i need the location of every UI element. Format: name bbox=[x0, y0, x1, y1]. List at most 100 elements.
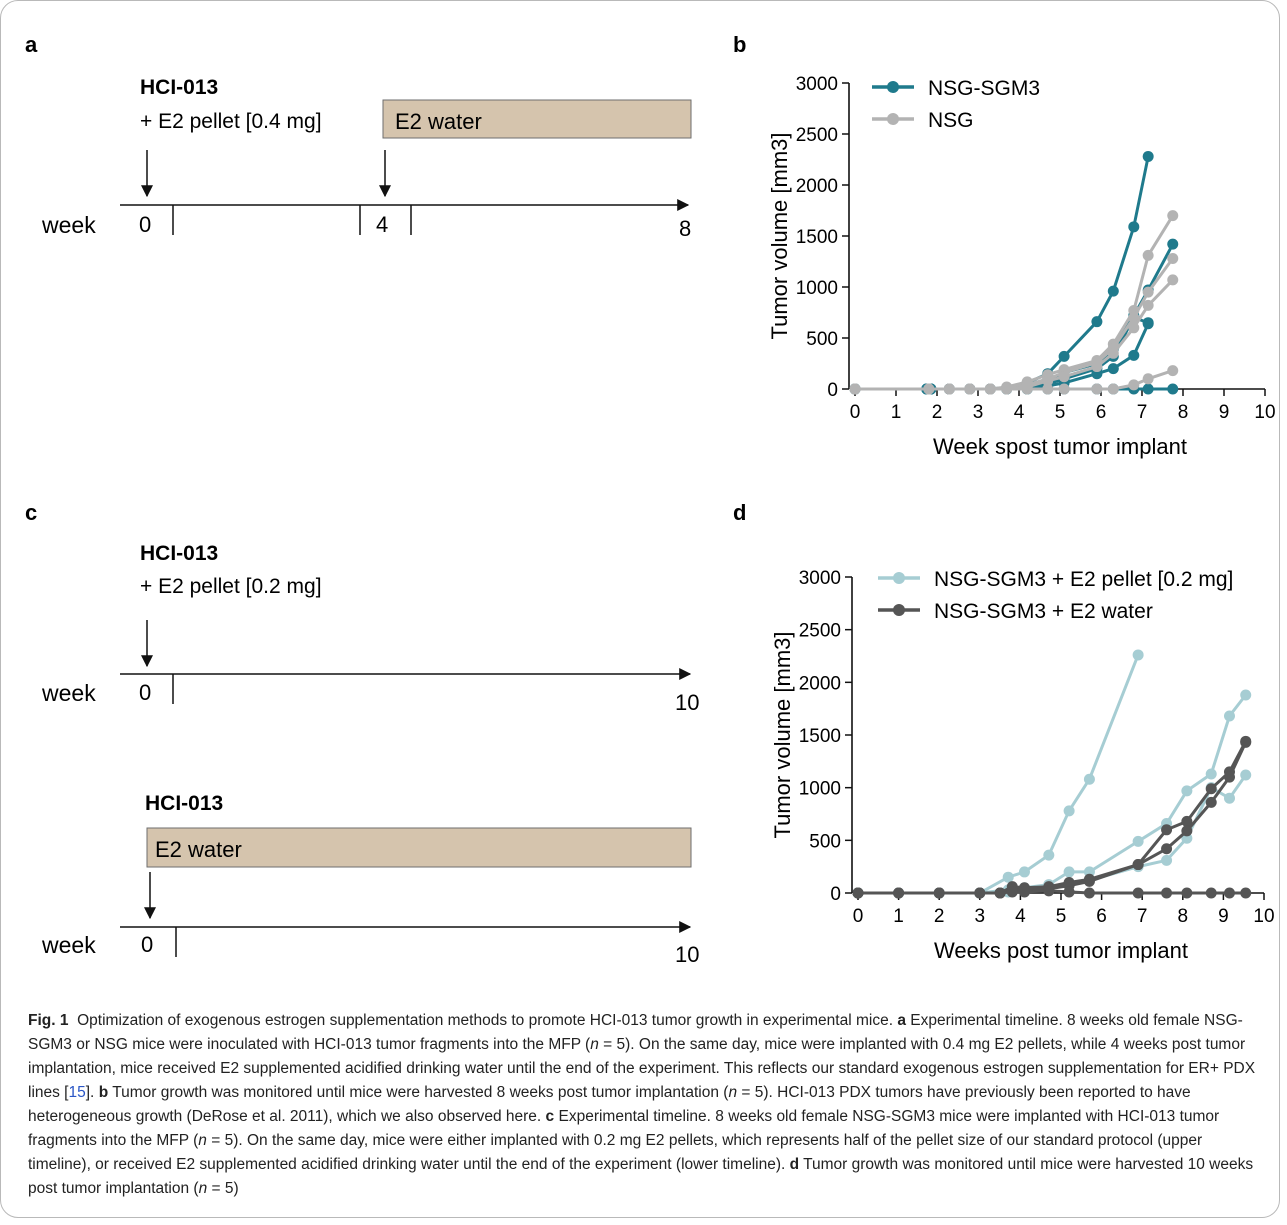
legend-swatch-marker bbox=[887, 81, 899, 93]
legend-label: NSG-SGM3 bbox=[928, 77, 1040, 100]
legend-swatch-marker bbox=[887, 113, 899, 125]
panel-c-upper-title: HCI-013 bbox=[140, 542, 218, 565]
caption-c-text: = 5). On the same day, mice were either … bbox=[28, 1132, 1203, 1173]
y-tick-label: 1500 bbox=[799, 726, 841, 747]
panel-c: c HCI-013 + E2 pellet [0.2 mg] week 0 10… bbox=[25, 500, 699, 967]
legend-label: NSG bbox=[928, 109, 974, 132]
data-point bbox=[1091, 383, 1103, 395]
data-point bbox=[1161, 854, 1173, 866]
data-point bbox=[1205, 796, 1217, 808]
data-point bbox=[1142, 373, 1154, 385]
data-point bbox=[1181, 785, 1193, 797]
panel-a-e2-water-label: E2 water bbox=[395, 109, 482, 134]
y-tick-label: 1000 bbox=[796, 278, 838, 299]
data-point bbox=[1058, 383, 1070, 395]
data-point bbox=[1042, 375, 1054, 387]
data-point bbox=[1128, 312, 1140, 324]
x-tick-label: 3 bbox=[973, 402, 984, 423]
x-tick-label: 9 bbox=[1219, 402, 1230, 423]
data-point bbox=[1021, 383, 1033, 395]
data-point bbox=[1063, 805, 1075, 817]
caption-n: n bbox=[590, 1036, 599, 1053]
y-tick-label: 500 bbox=[806, 329, 838, 350]
data-point bbox=[974, 887, 986, 899]
panel-a-tick-label: 4 bbox=[376, 212, 388, 237]
series-line bbox=[858, 654, 1140, 895]
data-point bbox=[1205, 768, 1217, 780]
data-point bbox=[1006, 886, 1018, 898]
data-point bbox=[1058, 350, 1070, 362]
data-point bbox=[933, 887, 945, 899]
x-tick-label: 4 bbox=[1014, 402, 1025, 423]
panel-c-e2-water-label: E2 water bbox=[155, 837, 242, 862]
caption-d-text: = 5) bbox=[207, 1180, 239, 1197]
data-point bbox=[1142, 383, 1154, 395]
caption-fig-label: Fig. 1 bbox=[28, 1012, 69, 1029]
x-tick-label: 1 bbox=[893, 906, 904, 927]
data-point bbox=[1128, 379, 1140, 391]
caption-c-text: Experimental timeline. 8 weeks old femal… bbox=[28, 1108, 1220, 1149]
data-point bbox=[1240, 689, 1252, 701]
figure-caption: Fig. 1 Optimization of exogenous estroge… bbox=[28, 1009, 1263, 1201]
data-point bbox=[1043, 885, 1055, 897]
chart-panel-d: 0 1 2 3 4 5 6 7 8 9 10 0 500 1000 1500 2000 2500 3000 Week… bbox=[770, 568, 1275, 963]
caption-a-text: Experimental timeline. 8 weeks old femal… bbox=[28, 1012, 1243, 1053]
series-secondary bbox=[852, 735, 1252, 899]
legend-swatch-marker bbox=[893, 572, 905, 584]
x-tick-label: 2 bbox=[934, 906, 945, 927]
data-point bbox=[1083, 773, 1095, 785]
x-tick-label: 8 bbox=[1178, 402, 1189, 423]
figure-canvas: a HCI-013 + E2 pellet [0.4 mg] E2 water … bbox=[25, 32, 1276, 967]
x-tick-label: 5 bbox=[1055, 402, 1066, 423]
panel-a-tick-label: 0 bbox=[139, 212, 151, 237]
data-point bbox=[1132, 859, 1144, 871]
x-tick-label: 0 bbox=[853, 906, 864, 927]
panel-b-letter: b bbox=[733, 32, 746, 57]
caption-a-label: a bbox=[897, 1012, 906, 1029]
series-primary bbox=[852, 649, 1252, 899]
caption-intro: Optimization of exogenous estrogen suppl… bbox=[77, 1012, 894, 1029]
data-point bbox=[923, 383, 935, 395]
series-line bbox=[858, 889, 1246, 895]
data-point bbox=[1107, 383, 1119, 395]
data-point bbox=[1091, 361, 1103, 373]
data-point bbox=[1043, 849, 1055, 861]
data-point bbox=[1142, 249, 1154, 261]
panel-c-upper-tick-label: 0 bbox=[139, 680, 151, 705]
y-tick-label: 1500 bbox=[796, 227, 838, 248]
data-point bbox=[1063, 866, 1075, 878]
legend-label: NSG-SGM3 + E2 pellet [0.2 mg] bbox=[934, 568, 1233, 591]
y-tick-label: 1000 bbox=[799, 779, 841, 800]
panel-a-axis-label: week bbox=[41, 212, 96, 238]
caption-b-label: b bbox=[98, 1084, 109, 1101]
panel-c-upper-subtitle: + E2 pellet [0.2 mg] bbox=[140, 575, 322, 598]
data-point bbox=[1161, 887, 1173, 899]
y-tick-label: 0 bbox=[830, 884, 841, 905]
data-point bbox=[1132, 887, 1144, 899]
data-point bbox=[1167, 365, 1179, 377]
data-point bbox=[1083, 875, 1095, 887]
x-tick-label: 3 bbox=[975, 906, 986, 927]
panel-c-lower-tick-label: 0 bbox=[141, 932, 153, 957]
data-point bbox=[1181, 887, 1193, 899]
x-tick-label: 8 bbox=[1178, 906, 1189, 927]
caption-reference-link[interactable]: 15 bbox=[68, 1084, 86, 1101]
caption-c-label: c bbox=[545, 1108, 555, 1125]
data-point bbox=[1161, 824, 1173, 836]
x-tick-label: 0 bbox=[850, 402, 861, 423]
data-point bbox=[1240, 736, 1252, 748]
panel-c-lower-tick-label: 10 bbox=[675, 942, 699, 967]
panel-a-title: HCI-013 bbox=[140, 76, 218, 99]
data-point bbox=[1132, 835, 1144, 847]
data-point bbox=[994, 887, 1006, 899]
panel-c-e2-water-box bbox=[146, 827, 692, 868]
caption-n: n bbox=[198, 1180, 208, 1197]
caption-a-text: = 5). On the same day, mice were implant… bbox=[28, 1036, 1256, 1101]
data-point bbox=[1223, 771, 1235, 783]
y-tick-label: 3000 bbox=[799, 568, 841, 589]
caption-d-text: Tumor growth was monitored until mice we… bbox=[28, 1156, 1254, 1197]
x-tick-label: 10 bbox=[1253, 906, 1274, 927]
caption-n: n bbox=[198, 1132, 207, 1149]
data-point bbox=[1107, 285, 1119, 297]
